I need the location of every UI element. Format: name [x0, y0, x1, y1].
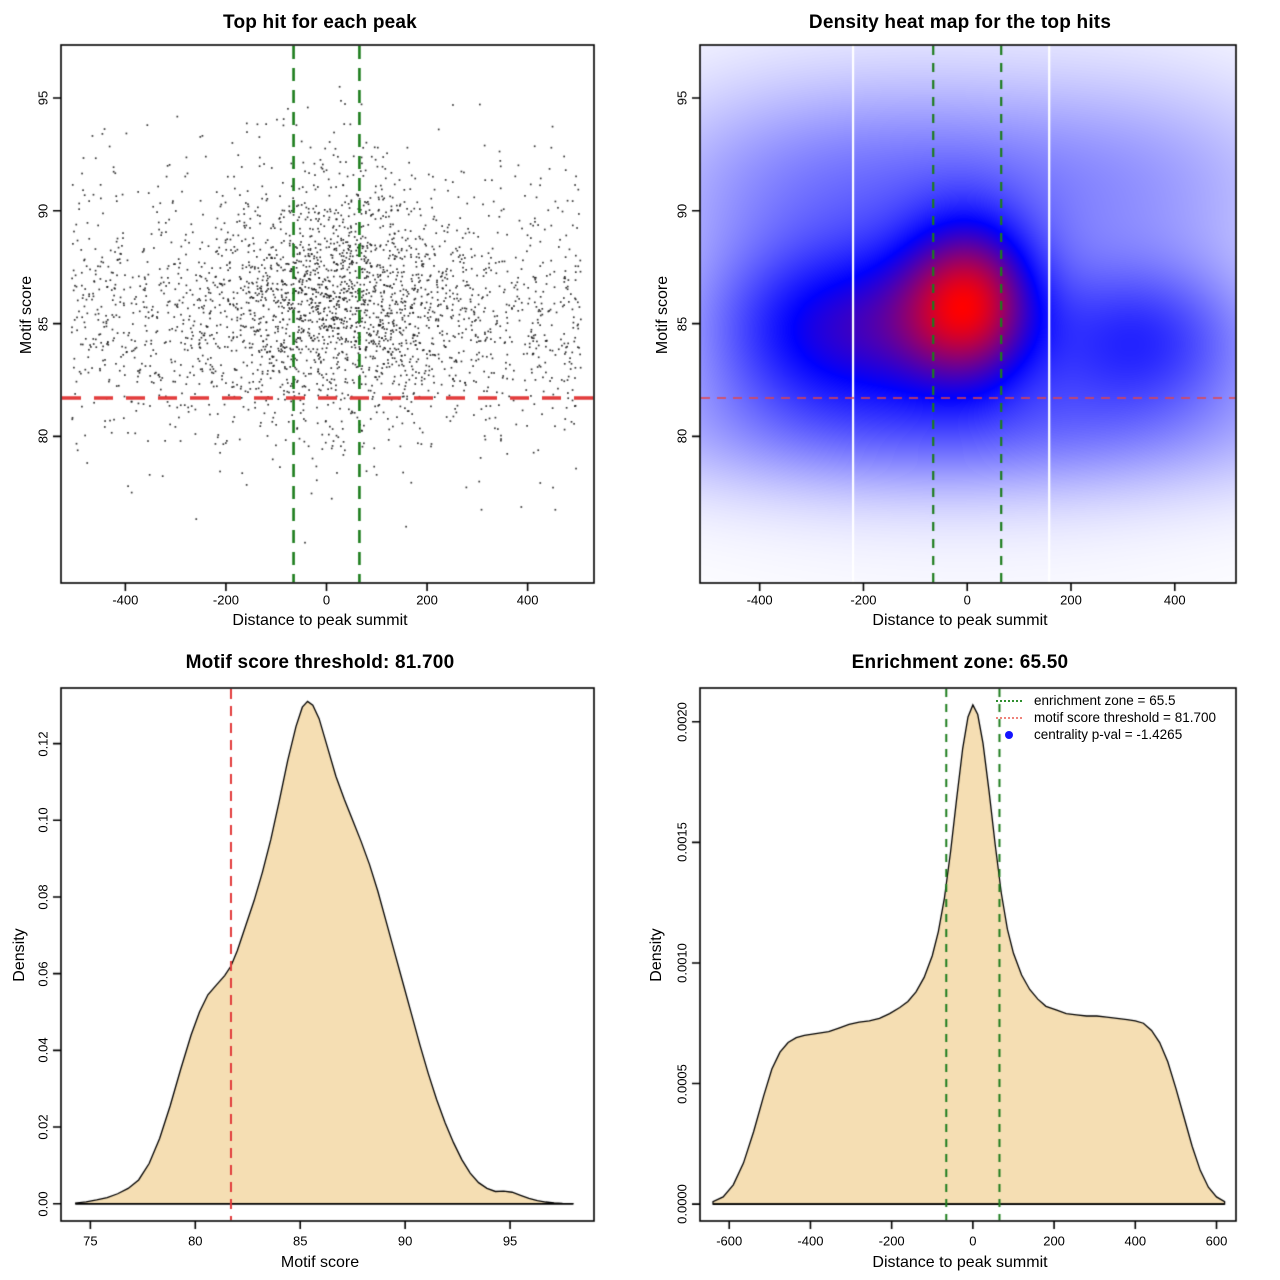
- x-tick-label: 200: [416, 592, 438, 608]
- x-tick-label: -200: [850, 592, 877, 608]
- y-tick-label: 0.06: [35, 961, 51, 987]
- enrichment-title: Enrichment zone: 65.50: [851, 652, 1069, 673]
- heatmap-xlabel: Distance to peak summit: [872, 612, 1048, 629]
- red-dotted-line-swatch: [996, 716, 1022, 719]
- panel-density-heatmap: Density heat map for the top hits Distan…: [640, 0, 1280, 640]
- y-tick-label: 0.08: [35, 884, 51, 910]
- blue-dot-swatch: [996, 730, 1022, 739]
- x-tick-label: -600: [716, 1233, 743, 1249]
- scatter-plot-canvas: [0, 0, 640, 640]
- x-tick-label: 400: [516, 592, 539, 608]
- y-tick-label: 0.0020: [674, 701, 690, 742]
- panel-scatter-top-hits: Top hit for each peak Distance to peak s…: [0, 0, 640, 640]
- distance-density-plot-canvas: [640, 640, 1280, 1280]
- x-tick-label: -200: [212, 592, 239, 608]
- x-tick-label: 95: [502, 1233, 518, 1249]
- y-tick-label: 0.12: [35, 730, 51, 757]
- legend-label: enrichment zone = 65.5: [1034, 693, 1176, 708]
- legend-label: centrality p-val = -1.4265: [1034, 727, 1183, 742]
- legend-item-centrality-pval: centrality p-val = -1.4265: [996, 726, 1216, 743]
- scatter-xlabel: Distance to peak summit: [232, 612, 408, 629]
- y-tick-label: 0.0005: [674, 1063, 690, 1104]
- x-tick-label: 600: [1205, 1233, 1228, 1249]
- y-tick-label: 85: [35, 316, 51, 331]
- x-tick-label: 0: [969, 1233, 977, 1249]
- distance-density-xlabel: Distance to peak summit: [872, 1254, 1048, 1271]
- legend-item-motif-threshold: motif score threshold = 81.700: [996, 709, 1216, 726]
- score-density-xlabel: Motif score: [280, 1254, 360, 1271]
- x-tick-label: 80: [188, 1233, 203, 1249]
- x-tick-label: -400: [112, 592, 139, 608]
- y-tick-label: 80: [674, 429, 690, 444]
- distance-density-ylabel: Density: [648, 928, 665, 982]
- y-tick-label: 95: [674, 90, 690, 106]
- x-tick-label: 85: [292, 1233, 308, 1249]
- legend-label: motif score threshold = 81.700: [1034, 710, 1216, 725]
- panel-motif-score-density: Motif score threshold: 81.700 Motif scor…: [0, 640, 640, 1280]
- y-tick-label: 85: [674, 316, 690, 331]
- y-tick-label: 0.02: [35, 1114, 51, 1140]
- y-tick-label: 0.0000: [674, 1184, 690, 1224]
- x-tick-label: 400: [1124, 1233, 1147, 1249]
- y-tick-label: 90: [35, 203, 51, 219]
- y-tick-label: 0.0015: [674, 822, 690, 863]
- score-density-plot-canvas: [0, 640, 640, 1280]
- y-tick-label: 0.0010: [674, 943, 690, 983]
- panel-enrichment-zone-density: Enrichment zone: 65.50 Distance to peak …: [640, 640, 1280, 1280]
- x-tick-label: 75: [83, 1233, 98, 1249]
- scatter-title: Top hit for each peak: [223, 12, 417, 33]
- y-tick-label: 80: [35, 429, 51, 444]
- heatmap-title: Density heat map for the top hits: [808, 12, 1112, 33]
- x-tick-label: -400: [797, 1233, 824, 1249]
- x-tick-label: 200: [1043, 1233, 1065, 1249]
- y-tick-label: 0.10: [35, 807, 51, 833]
- plot-legend: enrichment zone = 65.5 motif score thres…: [996, 692, 1216, 743]
- score-density-title: Motif score threshold: 81.700: [185, 652, 455, 673]
- y-tick-label: 95: [35, 90, 51, 106]
- y-tick-label: 0.04: [35, 1037, 51, 1064]
- legend-item-enrichment-zone: enrichment zone = 65.5: [996, 692, 1216, 709]
- x-tick-label: 90: [397, 1233, 413, 1249]
- green-dotted-line-swatch: [996, 699, 1022, 702]
- x-tick-label: 0: [322, 592, 331, 608]
- x-tick-label: -400: [746, 592, 773, 608]
- scatter-ylabel: Motif score: [18, 275, 35, 355]
- heatmap-ylabel: Motif score: [654, 275, 671, 355]
- y-tick-label: 0.00: [35, 1191, 51, 1217]
- x-tick-label: -200: [878, 1233, 905, 1249]
- x-tick-label: 400: [1163, 592, 1186, 608]
- heatmap-plot-canvas: [640, 0, 1280, 640]
- y-tick-label: 90: [674, 203, 690, 219]
- score-density-ylabel: Density: [11, 928, 28, 982]
- x-tick-label: 200: [1060, 592, 1082, 608]
- x-tick-label: 0: [963, 592, 971, 608]
